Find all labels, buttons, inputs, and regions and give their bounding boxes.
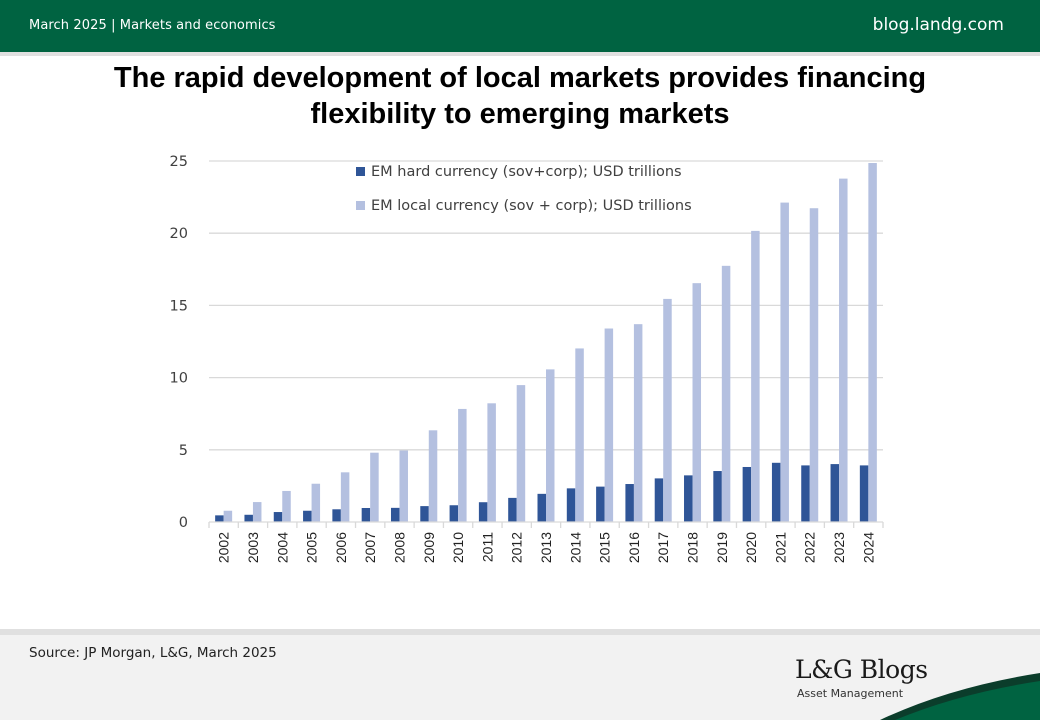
legend-swatch-local-currency (356, 201, 365, 210)
bar-hard-currency (215, 515, 224, 522)
chart-title: The rapid development of local markets p… (0, 60, 1040, 132)
logo-subtitle: Asset Management (797, 687, 904, 700)
bar-local-currency (575, 348, 584, 522)
bar-local-currency (633, 324, 643, 522)
bar-local-currency (663, 298, 672, 522)
bar-local-currency (399, 450, 408, 522)
bar-local-currency (223, 510, 233, 522)
bar-hard-currency (742, 466, 752, 522)
x-tick-label: 2004 (274, 532, 290, 563)
bar-local-currency (868, 163, 877, 522)
x-tick-label: 2022 (802, 532, 818, 563)
bar-hard-currency (273, 512, 283, 522)
bar-hard-currency (449, 505, 459, 522)
legend-label-hard-currency: EM hard currency (sov+corp); USD trillio… (371, 164, 682, 180)
bar-local-currency (604, 328, 614, 522)
source-note: Source: JP Morgan, L&G, March 2025 (29, 645, 277, 661)
x-tick-label: 2008 (391, 532, 407, 563)
bar-local-currency (721, 265, 731, 522)
bar-hard-currency (859, 465, 869, 522)
x-tick-label: 2002 (216, 532, 232, 563)
x-tick-label: 2009 (421, 532, 437, 563)
bar-hard-currency (801, 465, 810, 522)
header-divider (0, 52, 1040, 56)
bar-local-currency (458, 408, 467, 522)
bar-hard-currency (303, 510, 312, 522)
y-tick-label: 25 (170, 154, 188, 170)
x-tick-label: 2021 (772, 532, 788, 563)
bar-hard-currency (361, 507, 371, 522)
bar-hard-currency (596, 486, 605, 522)
bar-hard-currency (771, 462, 781, 522)
x-tick-label: 2013 (538, 532, 554, 563)
bar-hard-currency (713, 471, 722, 522)
x-tick-label: 2019 (714, 532, 730, 563)
chart-title-line-1: The rapid development of local markets p… (113, 62, 927, 94)
legend-swatch-hard-currency (356, 167, 365, 176)
x-tick-label: 2020 (743, 532, 759, 563)
x-tick-label: 2012 (509, 532, 525, 563)
x-tick-label: 2006 (333, 532, 349, 563)
y-tick-label: 10 (170, 371, 188, 387)
gridlines (209, 160, 883, 451)
y-tick-label: 5 (179, 443, 188, 459)
bar-local-currency (751, 230, 760, 523)
legend: EM hard currency (sov+corp); USD trillio… (356, 164, 692, 214)
bar-local-currency (546, 369, 555, 522)
footer: Source: JP Morgan, L&G, March 2025 L&G B… (0, 635, 1040, 720)
bar-hard-currency (830, 464, 840, 522)
date-category-label: March 2025 | Markets and economics (29, 18, 276, 33)
x-tick-label: 2003 (245, 532, 261, 563)
bar-local-currency (340, 472, 350, 522)
bar-hard-currency (625, 484, 634, 522)
bar-hard-currency (420, 506, 429, 522)
footer-divider (0, 629, 1040, 635)
x-axis (208, 521, 884, 528)
y-tick-label: 15 (170, 298, 188, 314)
bar-local-currency (282, 490, 291, 522)
bar-hard-currency (244, 514, 253, 522)
brand-swoosh-graphic (880, 673, 1040, 720)
bar-local-currency (428, 430, 438, 522)
x-tick-label: 2011 (479, 532, 495, 562)
top-banner: March 2025 | Markets and economics blog.… (0, 0, 1040, 52)
x-tick-label: 2007 (362, 532, 378, 563)
bar-local-currency (839, 178, 848, 522)
y-axis-tick-labels: 0 5 10 15 20 25 (170, 154, 188, 531)
bar-local-currency (780, 202, 789, 522)
blog-url-link[interactable]: blog.landg.com (872, 15, 1004, 35)
lg-blogs-logo: L&G Blogs (795, 655, 928, 684)
y-tick-label: 20 (170, 226, 188, 242)
bar-local-currency (370, 452, 379, 522)
x-tick-label: 2024 (860, 532, 876, 563)
bar-local-currency (487, 403, 496, 522)
x-tick-label: 2010 (450, 532, 466, 563)
bar-hard-currency (654, 478, 664, 522)
x-tick-label: 2018 (685, 532, 701, 563)
bar-local-currency (516, 385, 526, 522)
x-tick-label: 2005 (304, 532, 320, 563)
x-tick-label: 2017 (655, 532, 671, 563)
bar-local-currency (692, 283, 702, 522)
bar-local-currency (311, 483, 321, 522)
legend-label-local-currency: EM local currency (sov + corp); USD tril… (371, 198, 692, 214)
bars (215, 163, 877, 523)
x-tick-label: 2023 (831, 532, 847, 563)
bar-hard-currency (684, 475, 693, 522)
bar-hard-currency (508, 497, 517, 522)
bar-hard-currency (566, 488, 576, 522)
x-tick-label: 2015 (597, 532, 613, 563)
bar-hard-currency (332, 509, 341, 522)
chart-title-line-2: flexibility to emerging markets (310, 98, 730, 130)
x-tick-label: 2014 (567, 532, 583, 563)
bar-hard-currency (390, 507, 400, 522)
x-tick-label: 2016 (626, 532, 642, 563)
y-tick-label: 0 (179, 515, 188, 531)
bar-local-currency (809, 208, 819, 522)
x-axis-tick-labels: 2002 2003 2004 2005 2006 2007 2008 2009 2010 2011… (216, 532, 877, 563)
bar-hard-currency (537, 493, 546, 522)
bar-hard-currency (478, 502, 488, 522)
bar-local-currency (252, 502, 262, 522)
